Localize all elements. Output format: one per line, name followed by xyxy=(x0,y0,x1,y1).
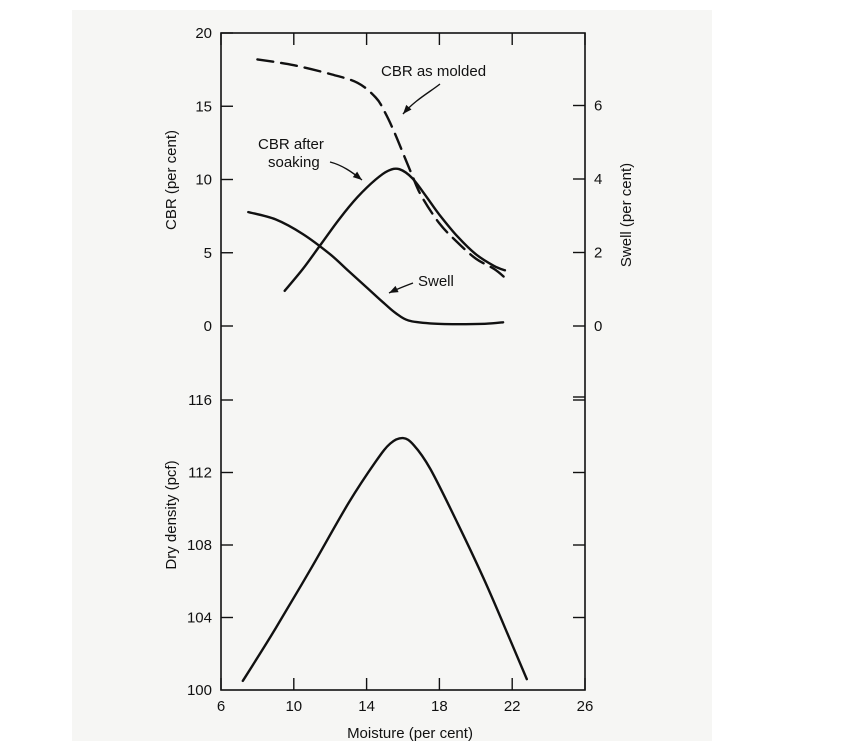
density-axis-title: Dry density (pcf) xyxy=(163,460,180,569)
axis-ticks xyxy=(220,32,586,690)
annotation-cbr-after: CBR after xyxy=(258,136,324,153)
cbr-tick-label: 15 xyxy=(195,98,212,115)
x-axis-title: Moisture (per cent) xyxy=(347,725,473,741)
x-tick-label: 26 xyxy=(577,698,594,715)
swell-tick-label: 6 xyxy=(594,98,602,115)
x-tick-label: 6 xyxy=(217,698,225,715)
x-tick-label: 18 xyxy=(431,698,448,715)
cbr-tick-label: 20 xyxy=(195,25,212,42)
annotation-swell: Swell xyxy=(418,273,454,290)
density-tick-label: 100 xyxy=(187,682,212,699)
swell-tick-label: 2 xyxy=(594,245,602,262)
series-layer xyxy=(241,58,528,683)
dry-density-line xyxy=(241,436,528,683)
density-tick-label: 108 xyxy=(187,537,212,554)
plot-border xyxy=(220,32,586,691)
x-tick-label: 22 xyxy=(504,698,521,715)
x-tick-label: 14 xyxy=(358,698,375,715)
cbr-as-molded-line xyxy=(256,58,507,279)
labels-layer: 0 5 10 15 20 0 2 4 6 100 104 108 112 116 6 10 14 18 22 26 CB… xyxy=(163,25,635,741)
cbr-tick-label: 0 xyxy=(204,318,212,335)
cbr-axis-title: CBR (per cent) xyxy=(163,130,180,230)
annotation-cbr-as-molded: CBR as molded xyxy=(381,63,486,80)
cbr-tick-label: 10 xyxy=(195,172,212,189)
cbr-as-molded-arrow-arrowhead xyxy=(403,104,412,114)
cbr-after-soaking-line xyxy=(283,167,507,292)
swell-axis-title: Swell (per cent) xyxy=(618,163,635,267)
chart-frame xyxy=(220,32,586,691)
cbr-after-soaking-arrow-arrowhead xyxy=(352,171,362,180)
density-tick-label: 104 xyxy=(187,610,212,627)
swell-arrow-arrowhead xyxy=(389,285,399,293)
annotation-soaking: soaking xyxy=(268,154,320,171)
density-tick-label: 116 xyxy=(188,392,212,409)
swell-tick-label: 0 xyxy=(594,318,602,335)
cbr-tick-label: 5 xyxy=(204,245,212,262)
swell-tick-label: 4 xyxy=(594,171,602,188)
density-tick-label: 112 xyxy=(188,465,212,482)
scan-background xyxy=(72,10,712,741)
swell-line xyxy=(247,210,505,326)
x-tick-label: 10 xyxy=(285,698,302,715)
